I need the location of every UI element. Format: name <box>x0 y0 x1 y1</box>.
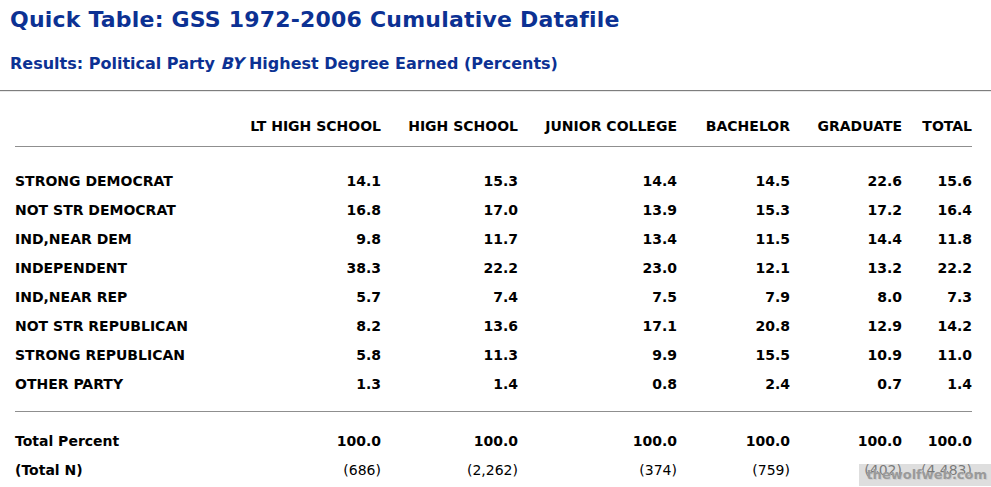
column-header-junior-college: JUNIOR COLLEGE <box>518 92 677 147</box>
cell-value: 16.8 <box>215 196 381 225</box>
cell-value: 14.1 <box>215 147 381 197</box>
cell-value: 22.2 <box>902 254 972 283</box>
cell-value: 15.5 <box>677 341 790 370</box>
cell-value: 7.3 <box>902 283 972 312</box>
table-row-strong-republican: STRONG REPUBLICAN5.811.39.915.510.911.0 <box>15 341 972 370</box>
table-row-ind-near-rep: IND,NEAR REP5.77.47.57.98.07.3 <box>15 283 972 312</box>
cell-value: 14.2 <box>902 312 972 341</box>
footer-cell-value: 100.0 <box>677 412 790 457</box>
cell-value: 20.8 <box>677 312 790 341</box>
footer-cell-value: (686) <box>215 456 381 484</box>
cell-value: 17.0 <box>381 196 518 225</box>
table-row-not-str-democrat: NOT STR DEMOCRAT16.817.013.915.317.216.4 <box>15 196 972 225</box>
results-table: LT HIGH SCHOOLHIGH SCHOOLJUNIOR COLLEGEB… <box>15 92 972 484</box>
table-row-not-str-republican: NOT STR REPUBLICAN8.213.617.120.812.914.… <box>15 312 972 341</box>
cell-value: 5.7 <box>215 283 381 312</box>
cell-value: 16.4 <box>902 196 972 225</box>
cell-value: 0.7 <box>790 370 902 412</box>
row-label: IND,NEAR REP <box>15 283 215 312</box>
row-label: NOT STR DEMOCRAT <box>15 196 215 225</box>
cell-value: 7.5 <box>518 283 677 312</box>
cell-value: 22.6 <box>790 147 902 197</box>
cell-value: 38.3 <box>215 254 381 283</box>
footer-cell-value: 100.0 <box>790 412 902 457</box>
cell-value: 13.9 <box>518 196 677 225</box>
footer-cell-value: 100.0 <box>215 412 381 457</box>
cell-value: 17.2 <box>790 196 902 225</box>
page-title: Quick Table: GSS 1972-2006 Cumulative Da… <box>10 6 991 34</box>
cell-value: 11.8 <box>902 225 972 254</box>
table-row-independent: INDEPENDENT38.322.223.012.113.222.2 <box>15 254 972 283</box>
cell-value: 7.9 <box>677 283 790 312</box>
cell-value: 23.0 <box>518 254 677 283</box>
footer-cell-value: (374) <box>518 456 677 484</box>
column-header-row: LT HIGH SCHOOLHIGH SCHOOLJUNIOR COLLEGEB… <box>15 92 972 147</box>
cell-value: 14.5 <box>677 147 790 197</box>
results-subtitle: Results: Political Party BY Highest Degr… <box>10 54 991 74</box>
cell-value: 15.3 <box>677 196 790 225</box>
cell-value: 8.2 <box>215 312 381 341</box>
row-label: OTHER PARTY <box>15 370 215 412</box>
column-header-high-school: HIGH SCHOOL <box>381 92 518 147</box>
watermark: thewolfweb.com <box>859 464 991 486</box>
cell-value: 2.4 <box>677 370 790 412</box>
subtitle-by-keyword: BY <box>221 54 244 73</box>
table-row-other-party: OTHER PARTY1.31.40.82.40.71.4 <box>15 370 972 412</box>
column-header-total: TOTAL <box>902 92 972 147</box>
footer-row-total-percent: Total Percent100.0100.0100.0100.0100.010… <box>15 412 972 457</box>
cell-value: 9.9 <box>518 341 677 370</box>
cell-value: 11.5 <box>677 225 790 254</box>
cell-value: 15.6 <box>902 147 972 197</box>
row-label: INDEPENDENT <box>15 254 215 283</box>
row-label: STRONG REPUBLICAN <box>15 341 215 370</box>
cell-value: 14.4 <box>790 225 902 254</box>
table-row-ind-near-dem: IND,NEAR DEM9.811.713.411.514.411.8 <box>15 225 972 254</box>
table-row-strong-democrat: STRONG DEMOCRAT14.115.314.414.522.615.6 <box>15 147 972 197</box>
footer-cell-value: 100.0 <box>381 412 518 457</box>
footer-cell-value: 100.0 <box>902 412 972 457</box>
cell-value: 12.9 <box>790 312 902 341</box>
footer-cell-value: (759) <box>677 456 790 484</box>
subtitle-suffix: Highest Degree Earned (Percents) <box>243 54 558 73</box>
column-header-bachelor: BACHELOR <box>677 92 790 147</box>
cell-value: 1.3 <box>215 370 381 412</box>
column-header-graduate: GRADUATE <box>790 92 902 147</box>
footer-row-label: (Total N) <box>15 456 215 484</box>
cell-value: 8.0 <box>790 283 902 312</box>
subtitle-prefix: Results: Political Party <box>10 54 221 73</box>
cell-value: 10.9 <box>790 341 902 370</box>
column-header-lt-high-school: LT HIGH SCHOOL <box>215 92 381 147</box>
cell-value: 1.4 <box>902 370 972 412</box>
cell-value: 14.4 <box>518 147 677 197</box>
cell-value: 17.1 <box>518 312 677 341</box>
row-label: NOT STR REPUBLICAN <box>15 312 215 341</box>
cell-value: 13.2 <box>790 254 902 283</box>
cell-value: 7.4 <box>381 283 518 312</box>
cell-value: 22.2 <box>381 254 518 283</box>
row-label: IND,NEAR DEM <box>15 225 215 254</box>
row-label: STRONG DEMOCRAT <box>15 147 215 197</box>
cell-value: 1.4 <box>381 370 518 412</box>
cell-value: 12.1 <box>677 254 790 283</box>
cell-value: 11.3 <box>381 341 518 370</box>
cell-value: 11.7 <box>381 225 518 254</box>
cell-value: 15.3 <box>381 147 518 197</box>
cell-value: 9.8 <box>215 225 381 254</box>
column-header-empty <box>15 92 215 147</box>
footer-cell-value: (2,262) <box>381 456 518 484</box>
footer-row-label: Total Percent <box>15 412 215 457</box>
cell-value: 5.8 <box>215 341 381 370</box>
cell-value: 13.4 <box>518 225 677 254</box>
footer-row-total-n: (Total N)(686)(2,262)(374)(759)(402)(4,4… <box>15 456 972 484</box>
footer-cell-value: 100.0 <box>518 412 677 457</box>
cell-value: 11.0 <box>902 341 972 370</box>
cell-value: 13.6 <box>381 312 518 341</box>
cell-value: 0.8 <box>518 370 677 412</box>
